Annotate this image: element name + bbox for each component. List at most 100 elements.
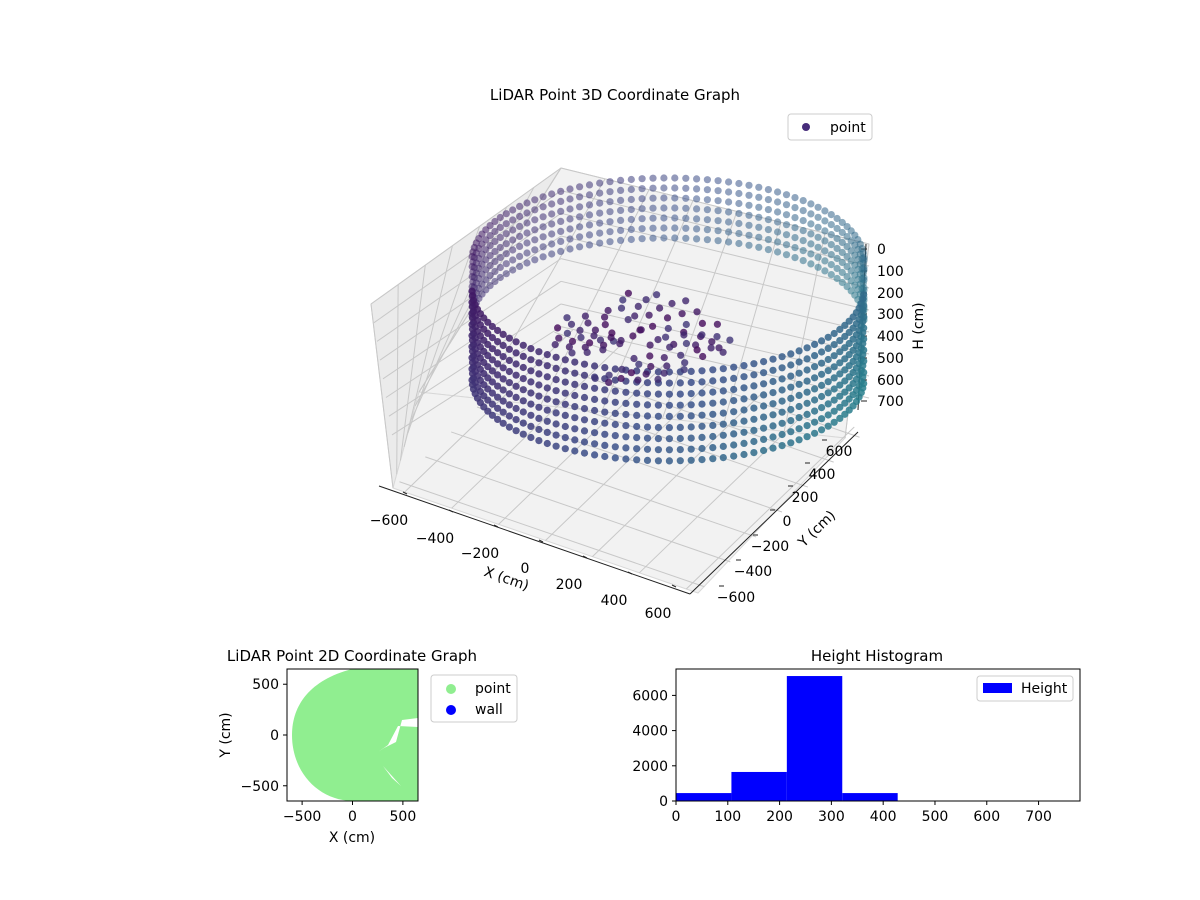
point-marker	[676, 423, 684, 431]
point-marker	[745, 221, 753, 229]
point-marker	[539, 253, 547, 261]
point-marker	[730, 419, 738, 427]
point-marker	[654, 390, 663, 398]
point-marker	[654, 423, 663, 432]
point-marker	[774, 228, 782, 236]
point-marker	[735, 239, 743, 248]
point-marker	[611, 365, 619, 373]
point-marker	[660, 369, 668, 377]
point-marker	[604, 306, 612, 315]
point-marker	[617, 196, 625, 204]
point-marker	[509, 266, 517, 274]
point-marker	[499, 375, 507, 383]
point-marker	[605, 371, 613, 379]
point-marker	[505, 356, 513, 364]
point-marker	[778, 408, 786, 416]
point-marker	[523, 259, 531, 267]
grid-line	[403, 245, 453, 447]
point-marker	[760, 402, 768, 410]
point-marker	[795, 391, 803, 399]
x-tick-label-histogram: 400	[870, 809, 897, 825]
point-marker	[769, 366, 777, 374]
point-marker	[585, 211, 594, 219]
legend-2d: point wall	[430, 674, 518, 723]
point-marker	[730, 385, 738, 394]
point-marker	[841, 388, 849, 396]
point-marker	[591, 406, 599, 415]
point-marker	[591, 440, 599, 448]
x-tick	[402, 491, 408, 495]
point-marker	[745, 181, 753, 189]
point-marker	[516, 262, 524, 270]
y-tick-label: −400	[734, 564, 772, 580]
point-marker	[719, 431, 727, 439]
point-marker	[519, 430, 527, 438]
point-marker	[516, 232, 524, 240]
point-marker	[606, 198, 614, 206]
point-marker	[627, 235, 635, 244]
point-marker	[760, 446, 768, 455]
point-marker	[750, 371, 758, 379]
point-marker	[778, 386, 786, 394]
point-marker	[601, 321, 609, 329]
x-tick-label-2d: 500	[390, 809, 417, 825]
chart-2d: LiDAR Point 2D Coordinate Graph −500−500…	[218, 647, 518, 846]
point-marker	[682, 214, 690, 222]
x-tick	[671, 584, 677, 588]
point-marker	[601, 408, 609, 416]
point-marker	[687, 434, 695, 442]
point-marker	[571, 403, 579, 411]
point-marker	[787, 405, 795, 414]
point-marker	[484, 374, 492, 382]
point-marker	[502, 260, 510, 268]
histogram-bar	[842, 793, 898, 801]
x-tick-label-histogram: 600	[973, 809, 1000, 825]
point-marker	[677, 351, 685, 359]
point-marker	[714, 197, 722, 205]
point-marker	[719, 420, 727, 428]
point-marker	[617, 226, 625, 234]
point-region	[292, 669, 418, 801]
point-marker	[491, 277, 499, 286]
point-marker	[682, 174, 690, 182]
x-tick-label: 600	[645, 606, 672, 622]
z-tick-label: 100	[877, 264, 904, 280]
point-marker	[814, 253, 822, 261]
point-marker	[709, 421, 717, 429]
point-marker	[519, 375, 527, 383]
point-marker	[735, 219, 743, 228]
point-marker	[678, 310, 686, 318]
point-marker	[755, 223, 763, 231]
point-marker	[838, 218, 846, 227]
point-marker	[824, 333, 832, 341]
point-marker	[496, 263, 504, 272]
plot-area-2d	[292, 669, 418, 801]
point-marker	[818, 337, 826, 345]
point-marker	[631, 312, 639, 320]
point-marker	[622, 399, 630, 407]
point-marker	[735, 179, 743, 188]
point-marker	[799, 237, 807, 245]
point-marker	[491, 267, 499, 276]
point-marker	[836, 359, 844, 367]
point-marker	[571, 391, 579, 400]
point-marker	[821, 257, 829, 265]
point-marker	[803, 433, 811, 441]
point-marker	[830, 418, 838, 426]
point-marker	[735, 199, 743, 208]
point-marker	[778, 364, 786, 372]
point-marker	[745, 191, 753, 199]
point-marker	[499, 364, 507, 372]
y-tick-label-histogram: 0	[659, 794, 668, 810]
point-marker	[693, 205, 701, 213]
point-marker	[516, 252, 524, 260]
x-tick-label: 400	[601, 593, 628, 609]
point-marker	[591, 395, 599, 403]
point-marker	[764, 246, 773, 254]
point-marker	[611, 420, 619, 429]
point-marker	[566, 215, 574, 223]
point-marker	[811, 418, 819, 426]
point-marker	[841, 321, 849, 329]
point-marker	[601, 313, 609, 321]
point-marker	[633, 434, 641, 442]
